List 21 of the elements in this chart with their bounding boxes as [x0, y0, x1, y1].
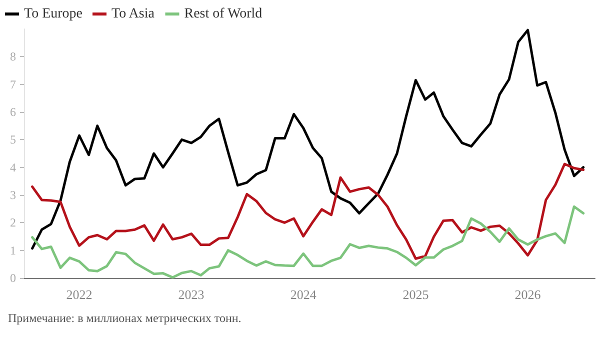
x-tick-label: 2023 — [178, 287, 204, 302]
legend-label: To Asia — [112, 6, 156, 22]
x-tick-label: 2025 — [402, 287, 429, 302]
y-tick-label: 5 — [10, 132, 16, 147]
x-tick-label: 2026 — [514, 287, 542, 302]
y-tick-label: 8 — [10, 50, 16, 64]
legend-label: To Europe — [24, 6, 83, 22]
y-tick-label: 6 — [10, 105, 16, 119]
line-series — [31, 28, 585, 250]
legend-label: Rest of World — [184, 6, 262, 22]
line-series — [31, 205, 585, 279]
y-tick-label: 7 — [10, 77, 16, 92]
y-tick-label: 3 — [10, 188, 16, 202]
y-tick-label: 2 — [10, 216, 16, 230]
y-tick-label: 0 — [10, 271, 16, 285]
text: Примечание: в миллионах метрических тонн. — [8, 311, 242, 325]
y-tick-label: 4 — [10, 160, 16, 174]
x-tick-label: 2022 — [66, 287, 92, 302]
line-series — [31, 162, 585, 260]
y-tick-label: 1 — [10, 243, 16, 258]
x-tick-label: 2024 — [290, 287, 317, 302]
